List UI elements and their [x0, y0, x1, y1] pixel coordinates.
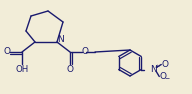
Text: O: O: [162, 60, 169, 69]
Text: N: N: [150, 65, 157, 74]
Text: N: N: [58, 34, 64, 44]
Text: O: O: [81, 47, 89, 55]
Text: O: O: [66, 64, 74, 74]
Text: O: O: [160, 72, 167, 81]
Text: OH: OH: [15, 64, 29, 74]
Text: +: +: [155, 64, 160, 69]
Text: O: O: [3, 47, 11, 56]
Text: −: −: [165, 75, 170, 80]
